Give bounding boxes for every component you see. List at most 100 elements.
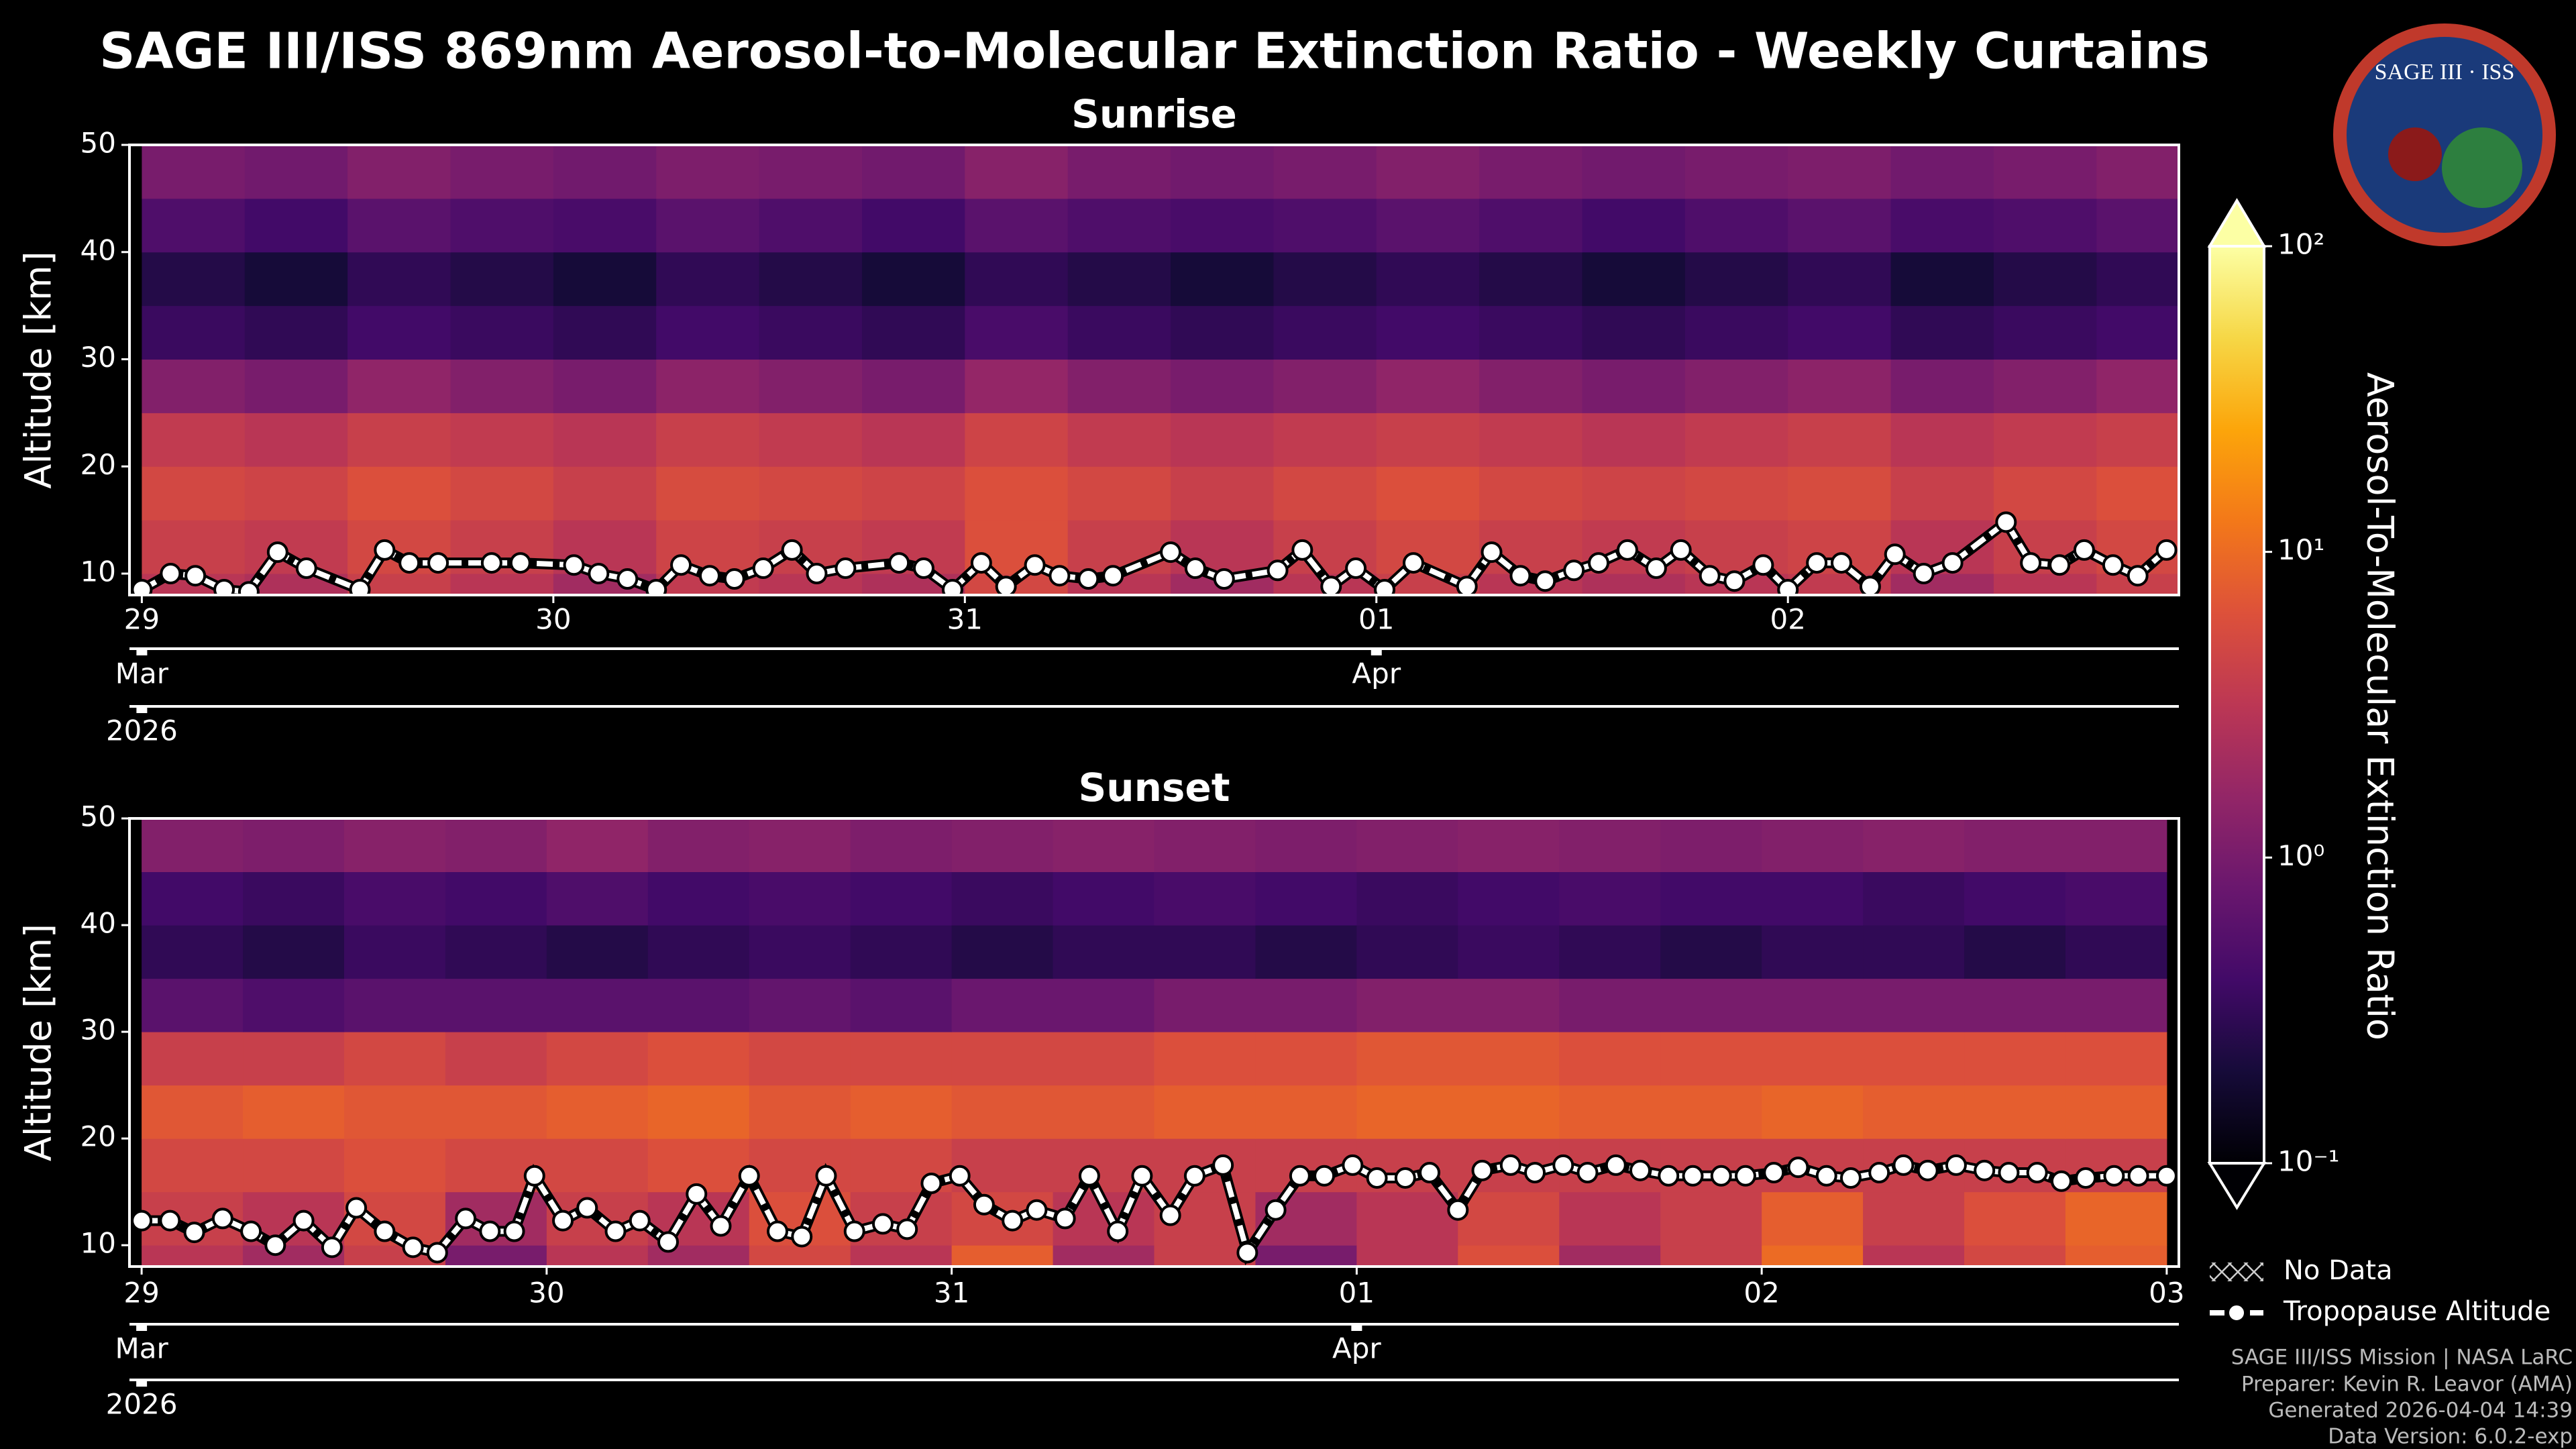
heatmap-cell (850, 871, 953, 926)
tropopause-marker (2050, 1170, 2072, 1192)
tropopause-marker (1945, 1154, 1967, 1176)
heatmap-cell (1890, 466, 1994, 521)
heatmap-cell (965, 305, 1069, 360)
heatmap-cell (1863, 1191, 1965, 1246)
tropopause-marker (781, 539, 803, 561)
heatmap-cell (1559, 978, 1661, 1032)
heatmap-cell (347, 252, 451, 307)
heatmap-cell (1273, 198, 1377, 253)
tropopause-marker (295, 557, 317, 580)
heatmap-cell (343, 925, 446, 979)
year-tick-label: 2026 (106, 714, 178, 747)
tropopause-marker (791, 1226, 813, 1248)
tropopause-marker (1291, 539, 1313, 561)
heatmap-cell (1890, 359, 1994, 413)
tropopause-marker (184, 565, 207, 587)
heatmap-cell (1582, 305, 1686, 360)
heatmap-cell (1458, 818, 1560, 873)
tropopause-marker (1481, 541, 1503, 564)
heatmap-cell (1993, 145, 2097, 199)
heatmap-cell (142, 520, 246, 574)
heatmap-cell (1255, 818, 1357, 873)
heatmap-cell (2096, 252, 2179, 307)
legend-label: Tropopause Altitude (2283, 1296, 2551, 1327)
tropopause-marker (1394, 1167, 1416, 1189)
heatmap-cell (1890, 252, 1994, 307)
heatmap-cell (1660, 1191, 1762, 1246)
tropopause-marker (806, 563, 828, 585)
y-tick-label: 20 (80, 1120, 116, 1153)
y-tick-label: 50 (80, 127, 116, 160)
tropopause-marker (479, 1220, 501, 1242)
heatmap-cell (1762, 818, 1864, 873)
heatmap-cell (1067, 520, 1171, 574)
tropopause-marker (686, 1183, 708, 1205)
heatmap-cell (2065, 1032, 2167, 1086)
heatmap-cell (1067, 305, 1171, 360)
heatmap-cell (1890, 198, 1994, 253)
heatmap-cell (861, 305, 965, 360)
tropopause-marker (2075, 1167, 2097, 1189)
heatmap-cell (1273, 466, 1377, 521)
heatmap-cell (553, 413, 657, 467)
tropopause-marker (835, 557, 857, 580)
tropopause-marker (2155, 539, 2178, 561)
heatmap-cell (1356, 818, 1458, 873)
tropopause-marker (131, 579, 153, 595)
heatmap-cell (1762, 1245, 1864, 1267)
colorbar (2210, 246, 2264, 1163)
heatmap-cell (1154, 1138, 1256, 1193)
legend-label: No Data (2284, 1255, 2393, 1286)
heatmap-cell (1479, 413, 1582, 467)
tropopause-marker (131, 1210, 153, 1232)
heatmap-cell (2065, 818, 2167, 873)
heatmap-cell (1356, 978, 1458, 1032)
heatmap-cell (1582, 198, 1686, 253)
heatmap-cell (142, 305, 246, 360)
tropopause-marker (1859, 576, 1881, 595)
heatmap-cell (243, 871, 345, 926)
tropopause-marker (888, 552, 910, 574)
tropopause-marker (1107, 1220, 1129, 1242)
heatmap-cell (1559, 1191, 1661, 1246)
tropopause-marker (723, 568, 745, 590)
month-tick-label: Apr (1352, 657, 1401, 690)
y-axis-label: Altitude [km] (17, 924, 60, 1161)
heatmap-cell (2065, 1085, 2167, 1139)
heatmap-cell (1660, 818, 1762, 873)
tropopause-marker (237, 581, 260, 595)
x-tick-label: 03 (2149, 1277, 2184, 1309)
heatmap-cell (1660, 1032, 1762, 1086)
tropopause-marker (1830, 552, 1852, 574)
heatmap-cell (647, 925, 750, 979)
tropopause-marker (1682, 1165, 1704, 1187)
heatmap-cell (2096, 305, 2179, 360)
heatmap-cell (850, 1032, 953, 1086)
heatmap-cell (1762, 925, 1864, 979)
tropopause-marker (1998, 1162, 2020, 1184)
heatmap-cell (244, 252, 348, 307)
heatmap-cell (1788, 413, 1892, 467)
tropopause-marker (1815, 1165, 1837, 1187)
tropopause-marker (509, 552, 531, 574)
heatmap-cell (1660, 1245, 1762, 1267)
tropopause-marker (427, 552, 449, 574)
tropopause-marker (1974, 1159, 1996, 1181)
footer-line: Generated 2026-04-04 14:39 (2268, 1399, 2573, 1423)
heatmap-cell (1788, 145, 1892, 199)
tropopause-marker (1024, 554, 1046, 576)
heatmap-cell (445, 978, 547, 1032)
heatmap-cell (1964, 1085, 2066, 1139)
heatmap-cell (951, 818, 1054, 873)
tropopause-marker (523, 1165, 545, 1187)
y-axis-label: Altitude [km] (17, 251, 60, 488)
tropopause-marker (374, 1220, 396, 1242)
tropopause-marker (266, 541, 288, 564)
tropopause-marker (1629, 1159, 1652, 1181)
heatmap-cell (445, 925, 547, 979)
tropopause-marker (2127, 565, 2149, 587)
tropopause-marker (1884, 543, 1906, 566)
heatmap-cell (1582, 145, 1686, 199)
heatmap-cell (759, 252, 863, 307)
